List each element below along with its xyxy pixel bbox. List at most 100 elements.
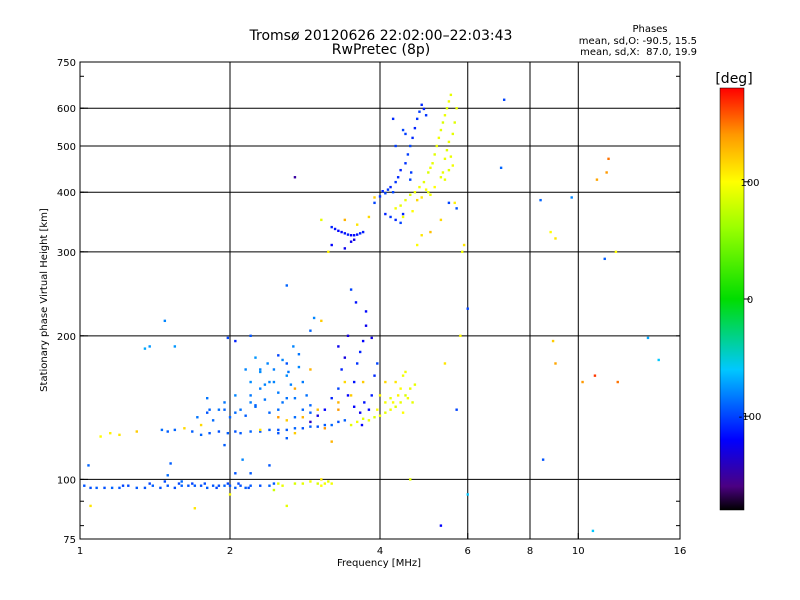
data-point: [330, 482, 333, 485]
x-tick-label: 10: [572, 546, 585, 557]
data-point: [277, 391, 280, 394]
data-point: [285, 419, 288, 422]
data-point: [401, 411, 405, 414]
data-point: [285, 374, 288, 377]
data-point: [337, 387, 340, 390]
chart-subtitle: RwPretec (8p): [332, 42, 430, 58]
data-point: [449, 93, 453, 97]
data-point: [249, 484, 252, 487]
data-point: [406, 153, 410, 156]
data-point: [323, 427, 327, 430]
data-point: [193, 507, 197, 510]
data-point: [277, 416, 280, 419]
data-point: [143, 347, 147, 350]
data-point: [447, 100, 451, 103]
data-point: [309, 368, 312, 371]
data-point: [349, 240, 353, 243]
data-point: [234, 394, 237, 397]
data-point: [384, 411, 387, 414]
data-point: [384, 212, 387, 216]
data-point: [244, 368, 247, 371]
data-point: [330, 243, 333, 247]
data-point: [554, 237, 557, 240]
data-point: [293, 387, 297, 390]
data-point: [223, 484, 226, 487]
data-point: [177, 482, 181, 485]
data-point: [228, 484, 232, 487]
data-point: [268, 428, 271, 432]
data-point: [272, 488, 276, 492]
data-point: [110, 486, 114, 490]
data-point: [399, 204, 402, 207]
data-point: [376, 362, 379, 365]
data-point: [361, 417, 365, 420]
data-point: [391, 117, 395, 121]
data-point: [148, 345, 151, 348]
data-point: [277, 408, 280, 411]
data-point: [263, 383, 267, 386]
data-point: [234, 411, 237, 414]
data-point: [340, 230, 343, 234]
data-point: [305, 394, 308, 397]
grid-layer: [80, 62, 680, 539]
data-point: [363, 401, 366, 404]
data-point: [427, 191, 430, 194]
data-point: [301, 408, 305, 411]
data-point: [226, 431, 230, 435]
data-point: [358, 350, 362, 354]
data-point: [399, 168, 402, 172]
data-point: [272, 380, 276, 384]
data-point: [293, 396, 297, 400]
data-point: [121, 484, 125, 487]
data-point: [439, 176, 443, 179]
data-point: [208, 431, 211, 435]
data-point: [293, 427, 297, 430]
data-point: [352, 234, 356, 237]
data-point: [404, 162, 407, 165]
data-point: [364, 310, 368, 313]
data-point: [340, 368, 343, 371]
data-point: [581, 380, 584, 384]
data-point: [352, 405, 356, 408]
data-point: [211, 484, 215, 487]
data-point: [316, 408, 319, 411]
data-point: [349, 394, 353, 397]
data-point: [297, 353, 301, 356]
data-point: [277, 428, 280, 432]
data-point: [199, 423, 203, 427]
data-point: [330, 423, 333, 427]
data-point: [394, 180, 397, 184]
data-point: [206, 486, 209, 490]
data-point: [462, 243, 466, 247]
data-point: [378, 195, 382, 198]
data-point: [459, 334, 462, 338]
data-point: [183, 427, 186, 430]
data-point: [399, 221, 402, 225]
data-point: [411, 136, 414, 140]
data-point: [447, 201, 451, 205]
data-point: [259, 428, 262, 432]
data-point: [277, 354, 280, 357]
data-point: [413, 383, 417, 386]
x-tick-label: 16: [674, 546, 687, 557]
data-point: [89, 486, 92, 490]
data-point: [234, 486, 237, 490]
data-point: [433, 185, 436, 189]
data-point: [409, 193, 412, 197]
data-point: [409, 387, 412, 390]
data-point: [234, 430, 237, 433]
data-point: [455, 408, 458, 411]
data-point: [180, 484, 183, 487]
stats-heading: Phases: [632, 24, 667, 35]
data-point: [323, 408, 327, 411]
data-point: [539, 198, 542, 202]
data-point: [191, 430, 194, 433]
data-point: [551, 339, 555, 343]
data-point: [352, 238, 356, 241]
data-point: [378, 414, 382, 417]
data-point: [281, 484, 284, 487]
data-point: [378, 394, 382, 397]
data-point: [160, 428, 164, 432]
data-point: [418, 110, 421, 113]
data-point: [333, 227, 337, 231]
